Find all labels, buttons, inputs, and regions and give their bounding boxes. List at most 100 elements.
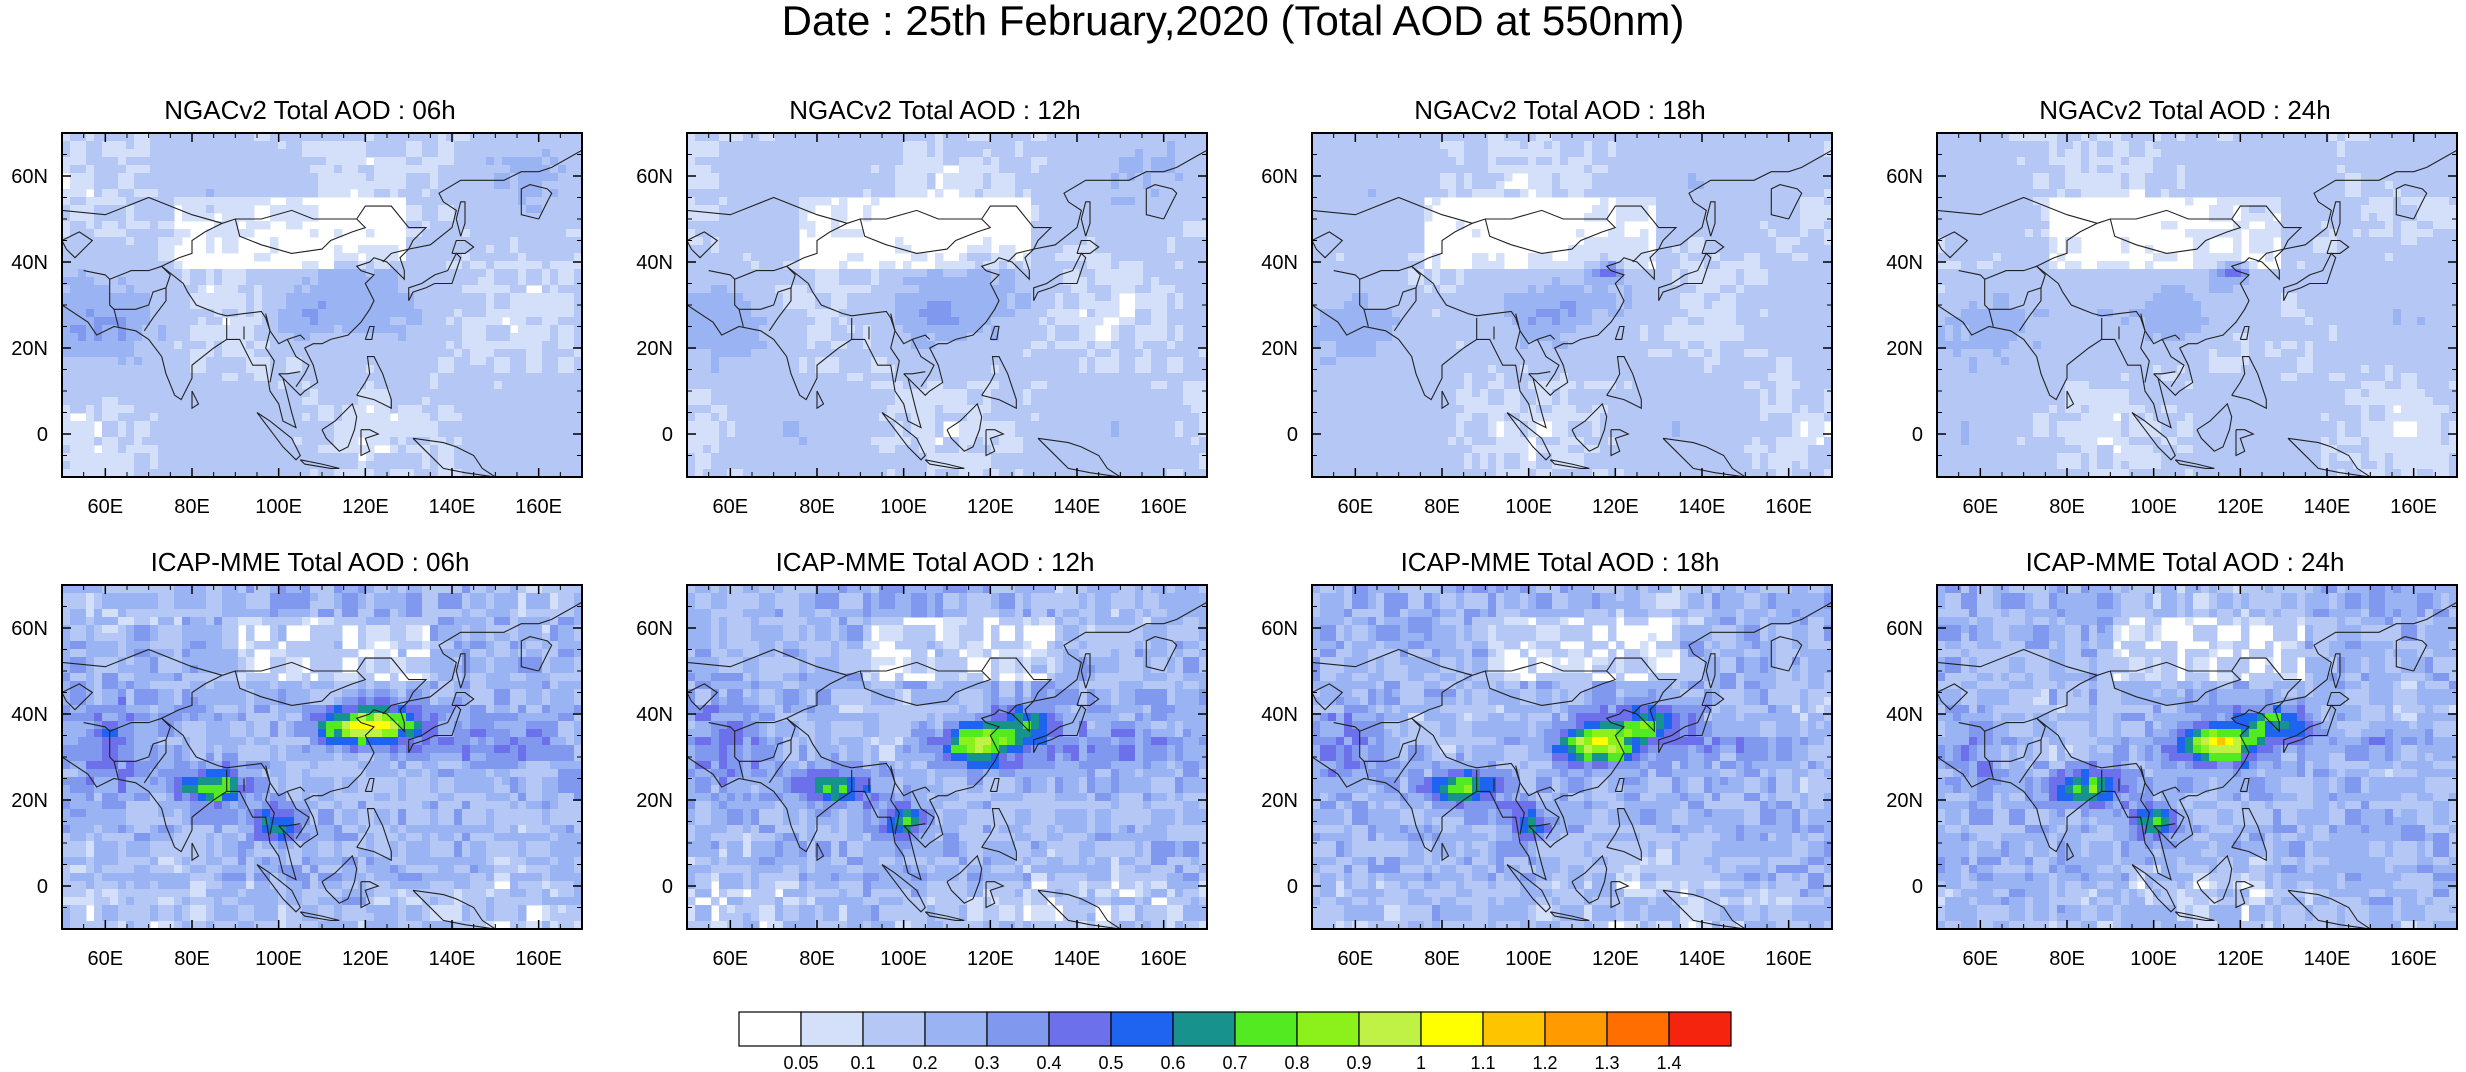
colorbar-swatch <box>1111 1012 1173 1046</box>
lat-tick-label: 0 <box>37 876 48 898</box>
figure-title: Date : 25th February,2020 (Total AOD at … <box>0 0 2466 42</box>
lat-tick-label: 20N <box>636 790 673 812</box>
lon-tick-label: 160E <box>2390 948 2437 970</box>
lon-tick-label: 80E <box>2049 948 2085 970</box>
colorbar-label: 0.05 <box>783 1053 818 1072</box>
lon-tick-label: 120E <box>1592 496 1639 518</box>
aod-field <box>1312 585 1833 930</box>
lat-tick-label: 40N <box>636 704 673 726</box>
lat-tick-label: 60N <box>1886 618 1923 640</box>
aod-field <box>1937 133 2458 478</box>
aod-field <box>62 585 583 930</box>
lon-tick-label: 160E <box>2390 496 2437 518</box>
lat-tick-label: 0 <box>662 876 673 898</box>
lon-tick-label: 160E <box>1140 948 1187 970</box>
lat-tick-label: 60N <box>11 166 48 188</box>
lat-tick-label: 20N <box>1261 338 1298 360</box>
lon-tick-label: 80E <box>799 948 835 970</box>
lon-tick-label: 100E <box>1505 496 1552 518</box>
lon-tick-label: 80E <box>174 948 210 970</box>
lat-tick-label: 40N <box>1886 252 1923 274</box>
colorbar-label: 1.3 <box>1594 1053 1619 1072</box>
colorbar-swatch <box>1545 1012 1607 1046</box>
colorbar-label: 0.8 <box>1284 1053 1309 1072</box>
colorbar-label: 0.5 <box>1098 1053 1123 1072</box>
lon-tick-label: 120E <box>967 496 1014 518</box>
lon-tick-label: 60E <box>88 948 124 970</box>
lon-tick-label: 60E <box>713 948 749 970</box>
lon-tick-label: 120E <box>2217 496 2264 518</box>
lon-tick-label: 100E <box>880 948 927 970</box>
lon-tick-label: 120E <box>1592 948 1639 970</box>
aod-field <box>1937 585 2458 930</box>
lon-tick-label: 60E <box>1338 948 1374 970</box>
lat-tick-label: 0 <box>1287 876 1298 898</box>
aod-field <box>62 133 583 478</box>
lon-tick-label: 100E <box>880 496 927 518</box>
lon-tick-label: 80E <box>174 496 210 518</box>
lon-tick-label: 140E <box>1054 948 1101 970</box>
lon-tick-label: 120E <box>342 948 389 970</box>
lon-tick-label: 80E <box>2049 496 2085 518</box>
lat-tick-label: 60N <box>636 166 673 188</box>
lon-tick-label: 140E <box>1054 496 1101 518</box>
lon-tick-label: 160E <box>1765 496 1812 518</box>
lat-tick-label: 20N <box>1261 790 1298 812</box>
lon-tick-label: 100E <box>255 948 302 970</box>
lon-tick-label: 100E <box>255 496 302 518</box>
lon-tick-label: 100E <box>1505 948 1552 970</box>
lat-tick-label: 20N <box>1886 790 1923 812</box>
lat-tick-label: 60N <box>636 618 673 640</box>
colorbar-label: 0.1 <box>850 1053 875 1072</box>
lon-tick-label: 60E <box>713 496 749 518</box>
colorbar-label: 1.4 <box>1656 1053 1681 1072</box>
lat-tick-label: 20N <box>1886 338 1923 360</box>
colorbar-swatch <box>1049 1012 1111 1046</box>
colorbar-swatch <box>1235 1012 1297 1046</box>
lat-tick-label: 0 <box>1912 876 1923 898</box>
lon-tick-label: 80E <box>1424 496 1460 518</box>
colorbar-swatch <box>1669 1012 1731 1046</box>
colorbar-label: 0.7 <box>1222 1053 1247 1072</box>
aod-field <box>687 133 1208 478</box>
lat-tick-label: 40N <box>11 704 48 726</box>
lat-tick-label: 0 <box>1287 424 1298 446</box>
lon-tick-label: 60E <box>1338 496 1374 518</box>
lat-tick-label: 0 <box>662 424 673 446</box>
colorbar-swatch <box>1483 1012 1545 1046</box>
colorbar-swatch <box>1607 1012 1669 1046</box>
lon-tick-label: 120E <box>342 496 389 518</box>
lon-tick-label: 80E <box>799 496 835 518</box>
lon-tick-label: 140E <box>2304 948 2351 970</box>
colorbar-swatch <box>739 1012 801 1046</box>
colorbar-swatch <box>1297 1012 1359 1046</box>
lon-tick-label: 140E <box>1679 948 1726 970</box>
lat-tick-label: 60N <box>1261 166 1298 188</box>
colorbar-label: 0.4 <box>1036 1053 1061 1072</box>
colorbar-label: 0.3 <box>974 1053 999 1072</box>
colorbar-swatch <box>987 1012 1049 1046</box>
lat-tick-label: 40N <box>636 252 673 274</box>
colorbar-swatch <box>1173 1012 1235 1046</box>
colorbar-swatch <box>863 1012 925 1046</box>
colorbar-swatch <box>1359 1012 1421 1046</box>
colorbar-label: 0.9 <box>1346 1053 1371 1072</box>
aod-field <box>1312 133 1833 478</box>
lon-tick-label: 120E <box>2217 948 2264 970</box>
